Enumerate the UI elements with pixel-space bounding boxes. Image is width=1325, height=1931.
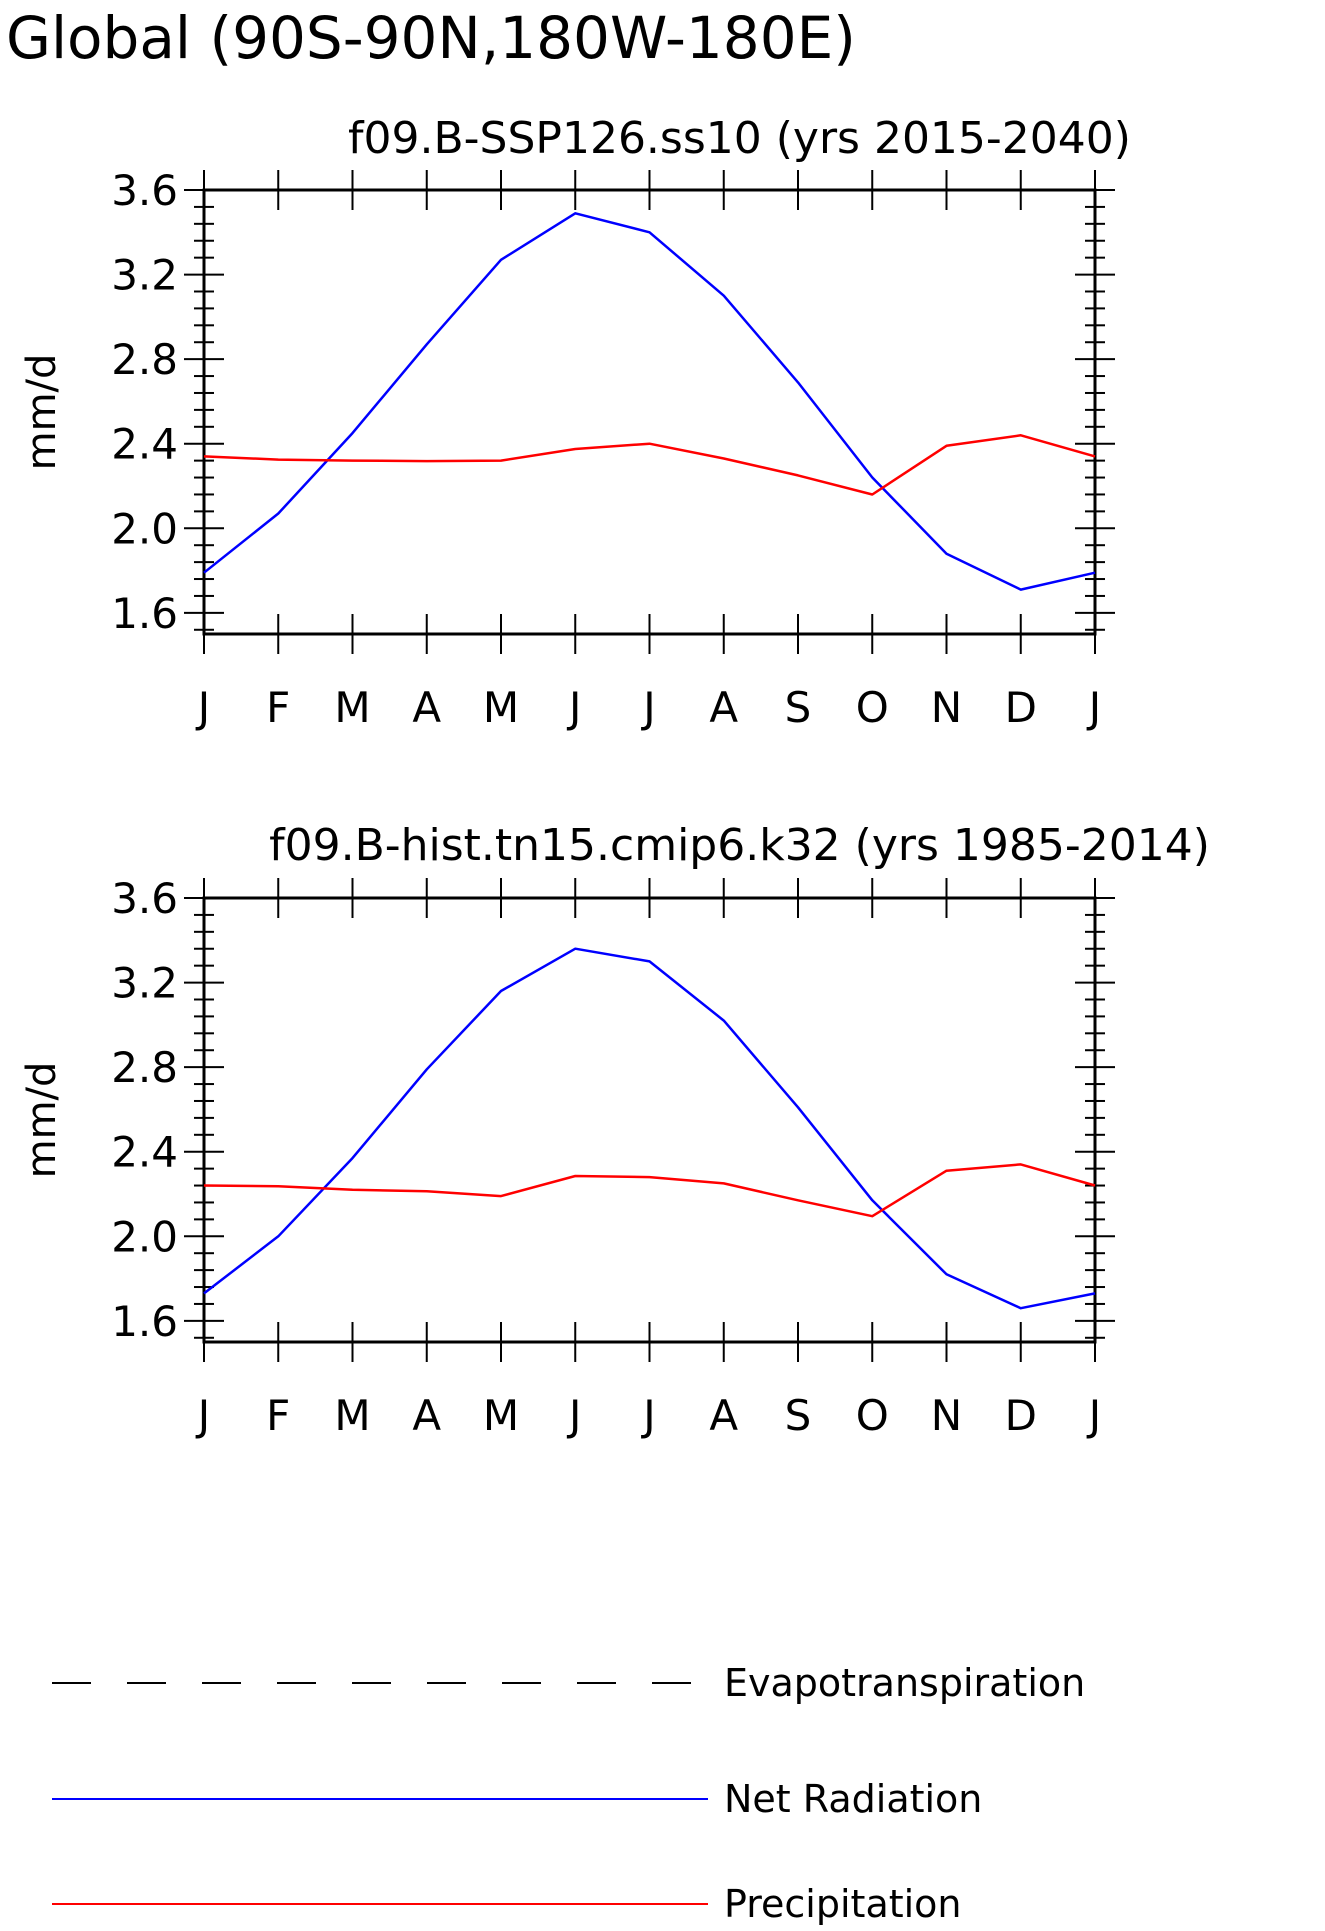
y-axis-label: mm/d [19,354,65,471]
series-line-precipitation [203,434,1096,496]
x-tick-label: J [566,683,581,732]
y-tick-label: 2.0 [111,1212,178,1261]
y-tick-label: 2.0 [111,504,178,553]
y-tick-label: 1.6 [111,1297,178,1346]
y-tick-label: 3.6 [111,166,178,215]
y-tick-label: 1.6 [111,589,178,638]
panel-ssp126: f09.B-SSP126.ss10 (yrs 2015-2040) 3.6 3.2 2… [19,113,1131,732]
x-tick-label: A [412,1391,441,1440]
x-tick-label: F [266,1391,290,1440]
x-tick-label: M [483,1391,519,1440]
y-tick-label: 2.8 [111,1043,178,1092]
legend-item-precipitation: Precipitation [52,1882,962,1926]
x-tick-label: J [1086,683,1101,732]
panel-title: f09.B-hist.tn15.cmip6.k32 (yrs 1985-2014… [269,820,1210,871]
y-tick-label: 3.2 [111,251,178,300]
y-tick-label: 2.4 [111,420,178,469]
x-tick-label: N [931,1391,962,1440]
x-tick-label: S [785,683,812,732]
x-tick-label: O [856,683,889,732]
y-tick-label: 2.8 [111,335,178,384]
series-line-precipitation [203,1163,1096,1218]
legend: Evapotranspiration Net Radiation Precipi… [52,1661,1085,1926]
panel-title: f09.B-SSP126.ss10 (yrs 2015-2040) [348,113,1131,164]
x-tick-label: J [1086,1391,1101,1440]
y-tick-label: 3.2 [111,959,178,1008]
x-tick-label: O [856,1391,889,1440]
x-tick-label: S [785,1391,812,1440]
main-title: Global (90S-90N,180W-180E) [6,4,856,72]
x-tick-label: D [1005,1391,1037,1440]
plot-frame [202,896,1097,1344]
series-line-net-radiation [203,212,1096,591]
x-tick-label: A [412,683,441,732]
legend-item-net-radiation: Net Radiation [52,1777,982,1821]
x-tick-label: D [1005,683,1037,732]
y-tick-label: 3.6 [111,874,178,923]
legend-item-evapotranspiration: Evapotranspiration [52,1661,1085,1705]
x-tick-label: M [334,683,370,732]
legend-label-net-radiation: Net Radiation [724,1777,982,1821]
x-tick-label: F [266,683,290,732]
x-tick-label: J [195,1391,210,1440]
y-axis-label: mm/d [19,1062,65,1179]
legend-label-precipitation: Precipitation [724,1882,962,1926]
x-tick-label: A [709,683,738,732]
x-tick-label: M [334,1391,370,1440]
y-tick-label: 2.4 [111,1128,178,1177]
x-tick-label: A [709,1391,738,1440]
x-tick-label: J [640,683,655,732]
x-tick-label: J [566,1391,581,1440]
x-tick-label: J [195,683,210,732]
plot-frame [202,188,1097,636]
x-tick-label: M [483,683,519,732]
legend-label-evapotranspiration: Evapotranspiration [724,1661,1085,1705]
x-tick-label: N [931,683,962,732]
panel-historical: f09.B-hist.tn15.cmip6.k32 (yrs 1985-2014… [19,820,1210,1440]
series-line-net-radiation [203,947,1096,1310]
x-tick-label: J [640,1391,655,1440]
